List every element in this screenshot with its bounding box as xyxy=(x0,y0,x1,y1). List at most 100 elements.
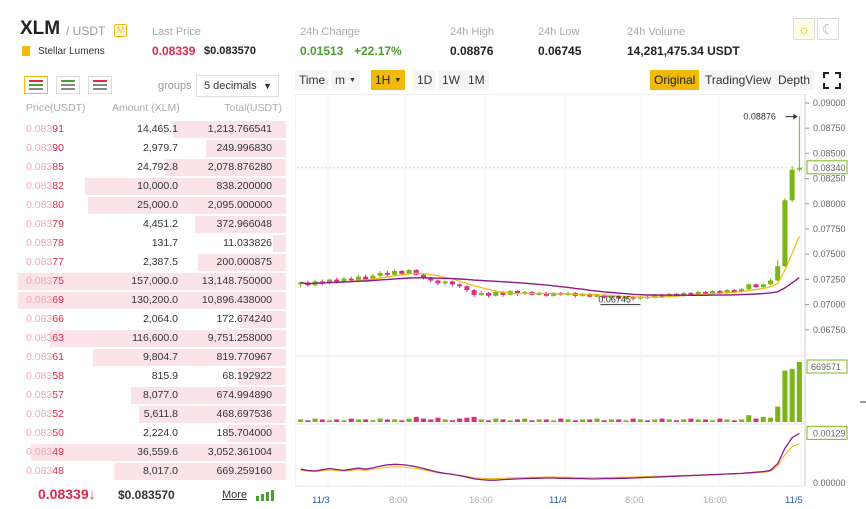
candle-body xyxy=(601,294,607,298)
tb-1d[interactable]: 1D xyxy=(413,70,437,90)
volume-bar xyxy=(652,419,658,422)
ask-row[interactable]: 0.08352 5,611.8 468.697536 xyxy=(18,405,286,424)
price-chart[interactable]: 0.09000 0.08750 0.08500 0.08250 0.08000 0.077… xyxy=(294,93,866,509)
chart-svg[interactable]: 0.09000 0.08750 0.08500 0.08250 0.08000 0.077… xyxy=(294,93,866,509)
ask-row[interactable]: 0.08349 36,559.6 3,052.361004 xyxy=(18,443,286,462)
book-asks-icon[interactable] xyxy=(88,76,112,94)
candle-body xyxy=(355,276,361,281)
ask-price: 0.08382 xyxy=(26,180,64,192)
volume-bar xyxy=(666,419,672,422)
volume-bar xyxy=(688,418,694,422)
decimals-select[interactable]: 5 decimals ▼ xyxy=(196,75,279,97)
indicator-line xyxy=(300,432,800,481)
indicator-tag-text: 0.00129 xyxy=(813,428,846,438)
ask-row[interactable]: 0.08358 815.9 68.192922 xyxy=(18,367,286,386)
depth-bar xyxy=(194,216,286,233)
book-column-headers: Price(USDT) Amount (XLM) Total(USDT) xyxy=(18,102,286,118)
tb-1m[interactable]: 1M xyxy=(464,70,489,90)
col-price: Price(USDT) xyxy=(26,102,86,114)
volume-bar xyxy=(319,419,325,422)
candle-body xyxy=(478,292,484,295)
volume-bar xyxy=(377,418,383,422)
view-original[interactable]: Original xyxy=(650,70,700,90)
order-book: groups 5 decimals ▼ Price(USDT) Amount (… xyxy=(18,70,286,509)
depth-bar xyxy=(87,197,286,214)
depth-bar xyxy=(240,311,286,328)
candle-body xyxy=(420,274,427,278)
sun-icon[interactable]: ☼ xyxy=(793,18,815,40)
ask-total: 3,052.361004 xyxy=(207,446,272,458)
view-tradingview[interactable]: TradingView xyxy=(701,70,776,90)
ask-row[interactable]: 0.08369 130,200.0 10,896.438000 xyxy=(18,291,286,310)
ask-row[interactable]: 0.08380 25,000.0 2,095.000000 xyxy=(18,196,286,215)
candle-body xyxy=(702,291,708,294)
x-axis-label: 16:00 xyxy=(469,495,493,506)
candle-body xyxy=(775,266,781,281)
volume-bar xyxy=(435,417,441,422)
more-link[interactable]: More xyxy=(222,489,248,501)
candle-body xyxy=(623,296,629,299)
price-axis-label: 0.07500 xyxy=(813,249,846,259)
ask-price: 0.08375 xyxy=(26,275,64,287)
volume-bar xyxy=(717,418,723,422)
volume-bar xyxy=(370,420,376,422)
volume-bar xyxy=(326,420,333,422)
volume-bar xyxy=(702,419,708,422)
candle-body xyxy=(543,292,549,296)
volume-bar xyxy=(457,418,463,422)
volume-value: 14,281,475.34 USDT xyxy=(627,44,740,58)
ask-row[interactable]: 0.08382 10,000.0 838.200000 xyxy=(18,177,286,196)
ask-row[interactable]: 0.08361 9,804.7 819.770967 xyxy=(18,348,286,367)
ask-row[interactable]: 0.08375 157,000.0 13,148.750000 xyxy=(18,272,286,291)
ask-total: 669.259160 xyxy=(216,465,272,477)
candle-body xyxy=(746,284,752,290)
volume-bar xyxy=(500,419,506,422)
moon-icon[interactable]: ☾ xyxy=(817,18,839,40)
low-label: 24h Low xyxy=(538,26,580,38)
tb-time[interactable]: Time xyxy=(295,70,330,90)
volume-bar xyxy=(767,417,774,422)
tb-1h-label: 1H xyxy=(375,73,391,87)
volume-bar xyxy=(659,418,665,422)
volume-bar xyxy=(616,419,622,422)
ask-row[interactable]: 0.08379 4,451.2 372.966048 xyxy=(18,215,286,234)
tb-1w[interactable]: 1W xyxy=(438,70,464,90)
candle-body xyxy=(594,294,600,297)
candle-body xyxy=(471,290,477,295)
ask-row[interactable]: 0.08391 14,465.1 1,213.766541 xyxy=(18,120,286,139)
ask-row[interactable]: 0.08385 24,792.8 2,078.876280 xyxy=(18,158,286,177)
ask-price: 0.08358 xyxy=(26,370,64,382)
margin-badge[interactable]: M xyxy=(114,24,127,37)
fullscreen-icon[interactable] xyxy=(823,72,841,89)
book-bids-icon[interactable] xyxy=(56,76,80,94)
tb-minutes[interactable]: m ▼ xyxy=(331,70,360,90)
groups-label: groups xyxy=(158,80,192,92)
ask-row[interactable]: 0.08357 8,077.0 674.994890 xyxy=(18,386,286,405)
change-label: 24h Change xyxy=(300,26,360,38)
volume-bar xyxy=(449,420,455,422)
depth-bar xyxy=(130,387,286,404)
ask-price: 0.08391 xyxy=(26,123,64,135)
volume-bar xyxy=(406,418,412,422)
ask-row[interactable]: 0.08378 131.7 11.033826 xyxy=(18,234,286,253)
candle-body xyxy=(652,294,658,298)
candle-body xyxy=(731,290,737,292)
candle-body xyxy=(326,279,333,284)
ask-amount: 815.9 xyxy=(151,370,178,382)
price-axis-label: 0.08500 xyxy=(813,148,846,158)
ask-row[interactable]: 0.08366 2,064.0 172.674240 xyxy=(18,310,286,329)
arrow-right-icon xyxy=(793,113,798,120)
book-both-icon[interactable] xyxy=(24,76,48,94)
ask-row[interactable]: 0.08363 116,600.0 9,751.258000 xyxy=(18,329,286,348)
ask-total: 9,751.258000 xyxy=(207,332,272,344)
ask-price: 0.08348 xyxy=(26,465,64,477)
view-depth[interactable]: Depth xyxy=(774,70,815,90)
ask-row[interactable]: 0.08350 2,224.0 185.704000 xyxy=(18,424,286,443)
ask-row[interactable]: 0.08390 2,979.7 249.996830 xyxy=(18,139,286,158)
ask-row[interactable]: 0.08377 2,387.5 200.000875 xyxy=(18,253,286,272)
col-amount: Amount (XLM) xyxy=(112,102,180,114)
ask-amount: 5,611.8 xyxy=(143,408,178,420)
ask-row[interactable]: 0.08348 8,017.0 669.259160 xyxy=(18,462,286,481)
candle-body xyxy=(739,289,745,292)
tb-1h[interactable]: 1H ▼ xyxy=(371,70,406,90)
